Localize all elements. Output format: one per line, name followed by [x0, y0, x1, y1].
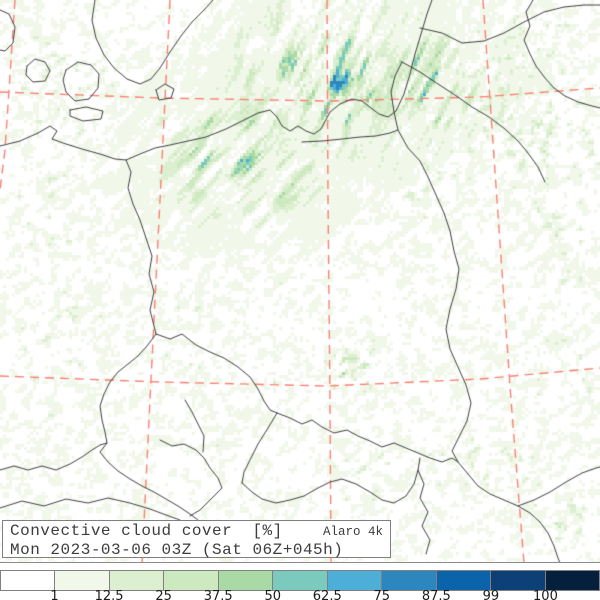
- colorbar-segment: [491, 571, 546, 590]
- colorbar-segment: [164, 571, 219, 590]
- colorbar-segment: [545, 571, 599, 590]
- colorbar-tick-label: 87.5: [421, 589, 451, 600]
- colorbar-ticks: 1 12.5 25 37.5 50 62.5 75 87.5 99 100: [0, 589, 600, 600]
- colorbar-tick-label: 1: [50, 589, 59, 600]
- colorbar-segment: [109, 571, 165, 590]
- colorbar-tick-label: 37.5: [203, 589, 233, 600]
- colorbar-tick-label: 62.5: [312, 589, 342, 600]
- weather-map-canvas: [0, 0, 600, 563]
- colorbar-tick-label: 12.5: [94, 589, 124, 600]
- colorbar-segment: [218, 571, 274, 590]
- colorbar-tick-label: 99: [482, 589, 500, 600]
- colorbar: [0, 570, 600, 591]
- colorbar-tick-label: 50: [264, 589, 281, 600]
- colorbar-segment: [55, 571, 110, 590]
- colorbar-segment: [1, 571, 56, 590]
- model-label: Alaro 4k: [322, 525, 383, 539]
- colorbar-segment: [327, 571, 383, 590]
- colorbar-segment: [382, 571, 437, 590]
- colorbar-tick-label: 25: [155, 589, 172, 600]
- colorbar-tick-label: 75: [373, 589, 391, 600]
- info-box: Convective cloud cover [%] Alaro 4k Mon …: [2, 520, 391, 559]
- map-frame-line: [0, 562, 600, 563]
- map-datetime: Mon 2023-03-06 03Z (Sat 06Z+045h): [10, 541, 344, 559]
- colorbar-segment: [273, 571, 328, 590]
- colorbar-segment: [436, 571, 492, 590]
- map-title: Convective cloud cover [%]: [10, 522, 283, 540]
- colorbar-tick-label: 100: [533, 589, 558, 600]
